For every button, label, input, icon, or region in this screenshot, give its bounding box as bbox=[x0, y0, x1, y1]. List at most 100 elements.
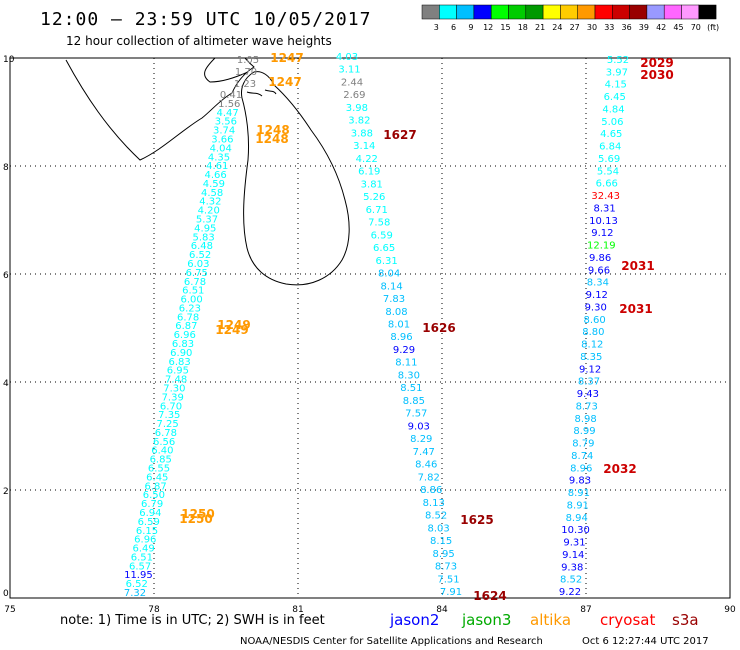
wave-height-value: 9.86 bbox=[589, 253, 611, 264]
wave-height-value: 6.78 bbox=[177, 312, 199, 323]
wave-height-value: 8.04 bbox=[378, 269, 400, 280]
wave-height-value: 6.78 bbox=[155, 428, 177, 439]
wave-height-value: 1.56 bbox=[218, 99, 240, 110]
wave-height-value: 8.91 bbox=[567, 500, 589, 511]
pass-number-label: 1627 bbox=[383, 128, 416, 142]
wave-height-value: 6.96 bbox=[134, 535, 156, 546]
wave-height-value: 4.22 bbox=[356, 154, 378, 165]
wave-height-value: 8.52 bbox=[560, 575, 582, 586]
legend-tick-label: 30 bbox=[587, 23, 597, 32]
wave-height-value: 6.87 bbox=[144, 481, 166, 492]
wave-height-value: 4.61 bbox=[206, 161, 228, 172]
wave-height-value: 8.13 bbox=[423, 498, 445, 509]
pass-number-label: 1250 bbox=[179, 512, 212, 526]
wave-height-value: 9.31 bbox=[563, 538, 585, 549]
wave-height-value: 7.32 bbox=[124, 588, 146, 599]
map-title: 12:00 — 23:59 UTC 10/05/2017 bbox=[40, 9, 371, 30]
wave-height-value: 7.47 bbox=[413, 447, 435, 458]
wave-height-value: 8.08 bbox=[385, 307, 407, 318]
wave-height-value: 5.52 bbox=[607, 55, 629, 66]
wave-height-value: 8.80 bbox=[582, 327, 604, 338]
x-tick-label: 84 bbox=[436, 605, 448, 615]
y-tick-label: 8 bbox=[3, 163, 9, 173]
wave-height-value: 9.38 bbox=[561, 562, 583, 573]
wave-height-value: 6.56 bbox=[153, 437, 175, 448]
legend-swatch bbox=[542, 4, 561, 20]
wave-height-value: 9.12 bbox=[591, 228, 613, 239]
x-tick-label: 78 bbox=[148, 605, 160, 615]
wave-height-value: 5.69 bbox=[598, 154, 620, 165]
wave-height-value: 6.78 bbox=[184, 277, 206, 288]
wave-height-value: 7.57 bbox=[405, 409, 427, 420]
pass-number-label: 2031 bbox=[619, 302, 652, 316]
wave-height-value: 4.95 bbox=[194, 223, 216, 234]
wave-height-value: 11.95 bbox=[124, 570, 153, 581]
wave-height-value: 6.59 bbox=[371, 230, 393, 241]
wave-height-value: 9.12 bbox=[586, 290, 608, 301]
wave-height-value: 7.30 bbox=[163, 384, 185, 395]
wave-height-value: 10.30 bbox=[561, 525, 590, 536]
wave-height-value: 8.99 bbox=[573, 426, 595, 437]
wave-height-value: 6.03 bbox=[187, 259, 209, 270]
wave-height-value: 1.05 bbox=[237, 55, 259, 66]
wave-height-value: 5.83 bbox=[192, 232, 214, 243]
pass-number-label: 1625 bbox=[460, 513, 493, 527]
wave-height-value: 6.48 bbox=[191, 241, 213, 252]
legend-swatch bbox=[646, 4, 665, 20]
wave-height-value: 8.29 bbox=[410, 434, 432, 445]
wave-height-value: 8.34 bbox=[587, 278, 609, 289]
wave-height-value: 7.51 bbox=[437, 574, 459, 585]
wave-height-value: 5.37 bbox=[196, 215, 218, 226]
legend-tick-label: 42 bbox=[656, 23, 666, 32]
axis-tick-labels: 75 78 81 84 87 90 0 2 4 6 8 10 bbox=[3, 55, 736, 615]
wave-height-value: 6.90 bbox=[170, 348, 192, 359]
wave-height-value: 3.66 bbox=[211, 135, 233, 146]
wave-height-value: 5.54 bbox=[597, 166, 619, 177]
wave-height-value: 7.82 bbox=[418, 472, 440, 483]
satellite-name-altika: altika bbox=[530, 611, 571, 629]
wave-height-value: 3.14 bbox=[353, 141, 375, 152]
legend-swatch bbox=[663, 4, 682, 20]
wave-height-value: 5.26 bbox=[363, 192, 385, 203]
legend-swatch bbox=[594, 4, 613, 20]
mannar-islands bbox=[246, 89, 277, 97]
wave-height-value: 4.47 bbox=[216, 108, 238, 119]
wave-height-value: 8.51 bbox=[400, 383, 422, 394]
wave-height-value: 3.11 bbox=[338, 65, 360, 76]
wave-height-value: 9.83 bbox=[569, 476, 591, 487]
legend-tick-label: (ft) bbox=[707, 23, 719, 32]
pass-number-label: 1626 bbox=[422, 321, 455, 335]
satellite-name-s3a: s3a bbox=[672, 611, 699, 629]
wave-height-value: 9.03 bbox=[408, 421, 430, 432]
pass-number-label: 2031 bbox=[621, 259, 654, 273]
legend-tick-label: 21 bbox=[535, 23, 545, 32]
wave-height-value: 4.84 bbox=[602, 105, 624, 116]
pass-number-label: 1624 bbox=[473, 589, 506, 603]
wave-height-value: 9.29 bbox=[393, 345, 415, 356]
y-tick-label: 2 bbox=[3, 487, 9, 497]
wave-height-value: 8.37 bbox=[578, 377, 600, 388]
wave-height-value: 7.91 bbox=[440, 587, 462, 598]
legend-swatch bbox=[560, 4, 578, 20]
wave-height-value: 9.66 bbox=[588, 265, 610, 276]
wave-height-value: 7.48 bbox=[165, 375, 187, 386]
wave-height-value: 3.74 bbox=[213, 126, 235, 137]
wave-height-value: 7.58 bbox=[368, 218, 390, 229]
wave-height-value: 4.20 bbox=[198, 206, 220, 217]
legend-swatch bbox=[577, 4, 596, 20]
wave-height-value: 4.59 bbox=[203, 179, 225, 190]
legend-swatch bbox=[612, 4, 630, 20]
wave-height-value: 8.96 bbox=[570, 463, 592, 474]
legend-swatch bbox=[508, 4, 527, 20]
wave-height-value: 8.15 bbox=[430, 536, 452, 547]
wave-height-value: 7.35 bbox=[158, 410, 180, 421]
wave-height-value: 8.01 bbox=[388, 320, 410, 331]
y-tick-label: 0 bbox=[3, 589, 9, 599]
sri-lanka-coast bbox=[241, 71, 350, 286]
wave-height-observations: 7.326.5211.956.576.516.496.966.156.596.9… bbox=[124, 52, 629, 599]
legend-swatch bbox=[439, 4, 457, 20]
wave-height-value: 2.69 bbox=[343, 90, 365, 101]
legend-tick-label: 39 bbox=[639, 23, 649, 32]
wave-height-value: 1.23 bbox=[234, 79, 256, 90]
wave-height-value: 8.52 bbox=[425, 511, 447, 522]
